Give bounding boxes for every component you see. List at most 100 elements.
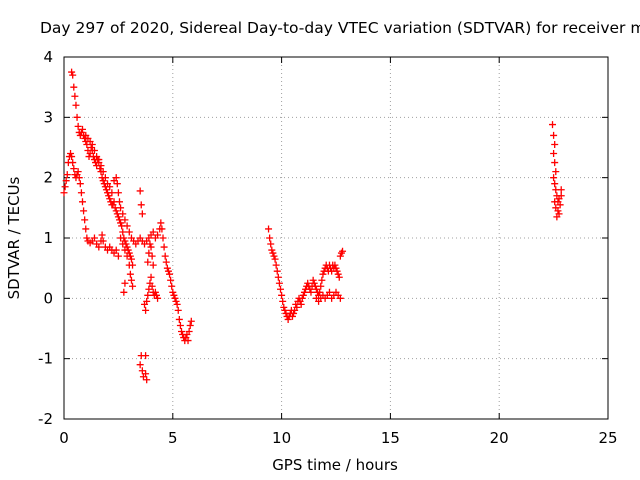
data-point: [121, 279, 129, 287]
data-point: [332, 264, 340, 272]
data-point: [120, 288, 128, 296]
data-point: [80, 207, 88, 215]
data-point: [102, 186, 110, 194]
data-point: [106, 195, 114, 203]
data-point: [265, 225, 273, 233]
data-point: [554, 207, 562, 215]
data-point: [549, 121, 557, 129]
grid-lines: [64, 57, 608, 419]
data-point: [272, 261, 280, 269]
data-point: [95, 243, 103, 251]
data-point: [290, 309, 298, 317]
data-point: [105, 192, 113, 200]
data-point: [115, 198, 123, 206]
data-point: [169, 288, 177, 296]
data-point: [142, 370, 150, 378]
data-point: [119, 240, 127, 248]
data-point: [126, 270, 134, 278]
data-point: [310, 279, 318, 287]
data-point: [163, 264, 171, 272]
data-point: [297, 300, 305, 308]
data-point: [117, 234, 125, 242]
data-point: [164, 267, 172, 275]
data-point: [112, 207, 120, 215]
data-point: [72, 101, 80, 109]
data-point: [144, 258, 152, 266]
data-point: [267, 240, 275, 248]
data-point: [67, 150, 75, 158]
data-point: [299, 291, 307, 299]
data-point: [154, 231, 162, 239]
data-point: [125, 261, 133, 269]
data-point: [114, 213, 122, 221]
data-point: [174, 306, 182, 314]
data-point: [121, 246, 129, 254]
x-axis-label: GPS time / hours: [272, 456, 398, 474]
data-point: [266, 234, 274, 242]
data-point: [280, 303, 288, 311]
data-point: [119, 210, 127, 218]
data-point: [288, 312, 296, 320]
data-point: [146, 240, 154, 248]
data-point: [178, 328, 186, 336]
data-point: [149, 228, 157, 236]
data-point: [81, 216, 89, 224]
data-point: [555, 195, 563, 203]
data-point: [334, 270, 342, 278]
data-point: [70, 83, 78, 91]
data-point: [68, 153, 76, 161]
data-point: [166, 270, 174, 278]
data-point: [318, 276, 326, 284]
x-tick-label: 10: [272, 429, 291, 447]
y-axis-label: SDTVAR / TECUs: [5, 176, 23, 299]
data-point: [99, 237, 107, 245]
data-point: [284, 315, 292, 323]
data-point: [333, 267, 341, 275]
data-point: [144, 291, 152, 299]
data-point: [339, 247, 347, 255]
data-point: [175, 315, 183, 323]
data-point: [148, 282, 156, 290]
data-point: [136, 187, 144, 195]
data-point: [319, 291, 327, 299]
data-point: [61, 183, 69, 191]
data-point: [78, 198, 86, 206]
data-point: [121, 216, 129, 224]
data-point: [293, 303, 301, 311]
data-point: [117, 219, 125, 227]
data-point: [170, 291, 178, 299]
data-point: [138, 367, 146, 375]
data-point: [112, 174, 120, 182]
data-point: [269, 249, 277, 257]
data-point: [172, 297, 180, 305]
data-point: [77, 189, 85, 197]
data-point: [167, 276, 175, 284]
data-point: [281, 306, 289, 314]
data-point: [76, 180, 84, 188]
data-point: [63, 171, 71, 179]
data-point: [275, 279, 283, 287]
y-tick-label: 4: [43, 48, 53, 66]
data-point: [184, 337, 192, 345]
data-point: [157, 219, 165, 227]
x-tick-label: 25: [598, 429, 617, 447]
y-tick-label: 0: [43, 289, 53, 307]
data-point: [145, 249, 153, 257]
data-point: [277, 285, 285, 293]
data-point: [279, 297, 287, 305]
data-point: [149, 261, 157, 269]
data-point: [151, 288, 159, 296]
data-point: [127, 276, 135, 284]
data-point: [70, 165, 78, 173]
data-point: [336, 294, 344, 302]
data-point: [551, 159, 559, 167]
data-point: [90, 147, 98, 155]
data-point: [108, 189, 116, 197]
data-point: [88, 140, 96, 148]
chart-title: Day 297 of 2020, Sidereal Day-to-day VTE…: [40, 19, 640, 37]
data-point: [142, 352, 150, 360]
data-point: [300, 288, 308, 296]
data-point: [319, 270, 327, 278]
data-point: [187, 317, 195, 325]
